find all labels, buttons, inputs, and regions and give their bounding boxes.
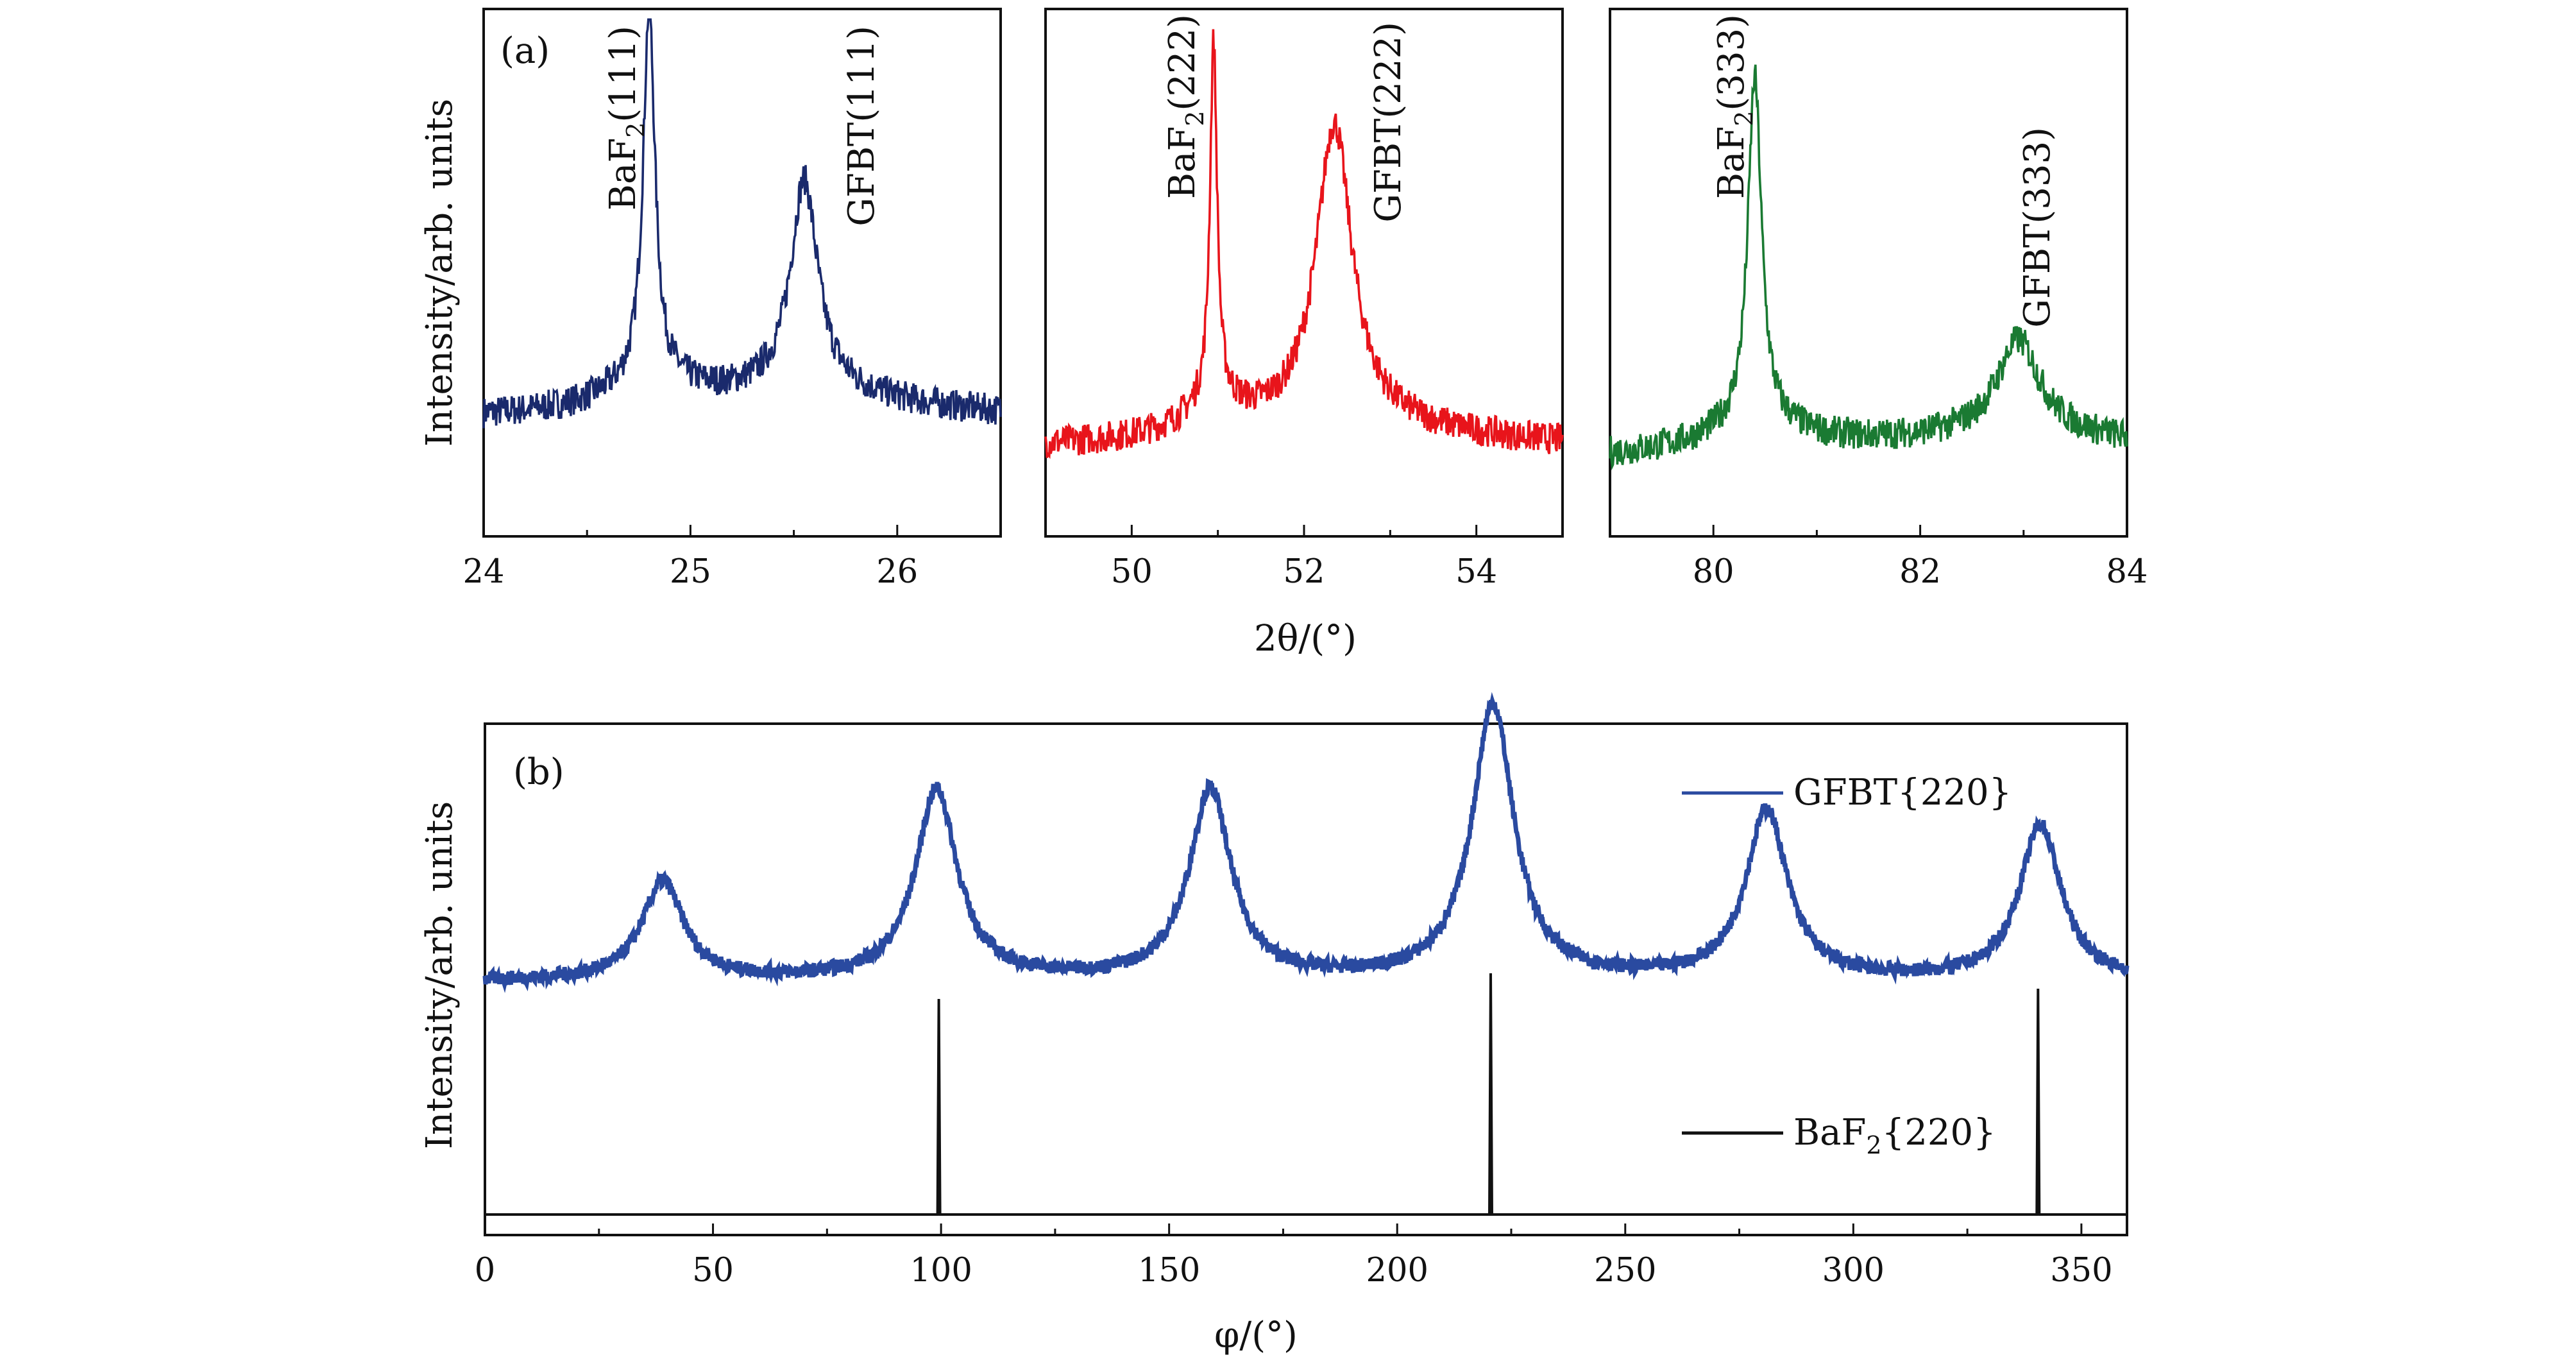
peak-label-gfbt-222: GFBT(222) (1368, 22, 1409, 223)
phi-scan-gfbt-trace (482, 692, 2130, 993)
x-ticks: 0 50 100 150 200 250 300 350 (475, 1223, 2113, 1290)
legend-label-baf2: BaF2{220} (1793, 1112, 1996, 1159)
peak-label-baf2-222: BaF2(222) (1162, 14, 1209, 199)
subplot-a2: 50 52 54 (1044, 8, 1564, 591)
x-tick-label: 54 (1455, 553, 1497, 591)
x-tick-label: 82 (1899, 553, 1941, 591)
peak-label-gfbt-333: GFBT(333) (2017, 127, 2058, 328)
plot-frame (482, 8, 1002, 538)
panel-a: 24 25 26 50 52 54 80 82 84 (a) Intensity/arb. … (419, 8, 2148, 660)
legend-label-gfbt: GFBT{220} (1793, 772, 2012, 814)
x-tick-label: 50 (692, 1252, 734, 1290)
x-ticks: 50 52 54 (1111, 525, 1497, 591)
phi-scan-baf2-trace (485, 973, 2127, 1216)
legend: GFBT{220} BaF2{220} (1682, 772, 2012, 1159)
x-tick-label: 84 (2106, 553, 2148, 591)
x-tick-label: 350 (2050, 1252, 2112, 1290)
panel-b-y-axis-title: Intensity/arb. units (419, 801, 461, 1149)
x-tick-label: 250 (1594, 1252, 1656, 1290)
xrd-trace-a1 (482, 18, 1002, 429)
panel-a-x-axis-title: 2θ/(°) (1254, 618, 1357, 660)
panel-b-x-axis-title: φ/(°) (1214, 1315, 1298, 1356)
panel-a-y-axis-title: Intensity/arb. units (419, 99, 461, 447)
xrd-trace-a3 (1609, 64, 2128, 471)
panel-b-tag: (b) (513, 751, 564, 793)
x-tick-label: 150 (1138, 1252, 1200, 1290)
x-tick-label: 80 (1693, 553, 1734, 591)
peak-label-baf2-111: BaF2(111) (602, 26, 650, 210)
panel-a-tag: (a) (500, 30, 550, 72)
x-ticks: 80 82 84 (1693, 525, 2148, 591)
x-tick-label: 100 (910, 1252, 972, 1290)
x-tick-label: 25 (670, 553, 711, 591)
plot-frame (1609, 8, 2128, 538)
x-tick-label: 50 (1111, 553, 1153, 591)
plot-frame (1044, 8, 1564, 538)
x-tick-label: 200 (1366, 1252, 1428, 1290)
xrd-trace-a2 (1044, 29, 1564, 459)
x-tick-label: 24 (463, 553, 505, 591)
x-tick-label: 0 (475, 1252, 495, 1290)
x-ticks: 24 25 26 (463, 525, 918, 591)
peak-label-gfbt-111: GFBT(111) (841, 26, 883, 226)
subplot-a1: 24 25 26 (463, 8, 1002, 591)
x-tick-label: 300 (1822, 1252, 1885, 1290)
peak-label-baf2-333: BaF2(333) (1711, 14, 1758, 199)
x-tick-label: 26 (876, 553, 918, 591)
x-tick-label: 52 (1284, 553, 1325, 591)
subplot-a3: 80 82 84 (1609, 8, 2148, 591)
panel-b: 0 50 100 150 200 250 300 350 (b) Intensity/arb.… (419, 692, 2130, 1356)
